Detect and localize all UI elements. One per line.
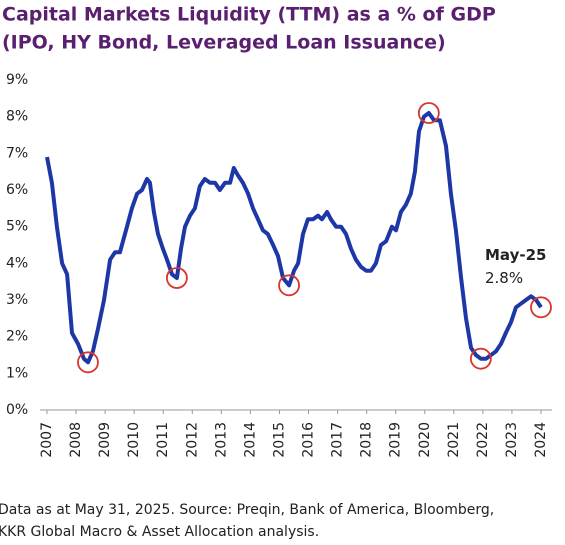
x-tick-label: 2022: [475, 422, 491, 458]
x-tick-label: 2010: [126, 422, 142, 458]
highlight-circle: [165, 267, 188, 289]
x-tick-label: 2020: [417, 422, 433, 458]
y-tick-label: 1%: [6, 365, 28, 381]
y-tick-label: 3%: [6, 292, 28, 308]
annotation-value: 2.8%: [485, 269, 523, 287]
x-tick-label: 2011: [155, 422, 171, 458]
y-tick-label: 6%: [6, 182, 28, 198]
y-tick-label: 8%: [6, 109, 28, 125]
x-tick-label: 2008: [68, 422, 84, 458]
y-tick-label: 0%: [6, 402, 28, 418]
x-tick-label: 2024: [533, 422, 549, 458]
x-tick-label: 2009: [97, 422, 113, 458]
x-tick-label: 2015: [271, 422, 287, 458]
highlight-circle: [417, 102, 440, 124]
x-tick-label: 2016: [301, 422, 317, 458]
footnote: KKR Global Macro & Asset Allocation anal…: [0, 524, 319, 540]
x-tick-label: 2017: [330, 422, 346, 458]
y-tick-label: 2%: [6, 329, 28, 345]
footnote: Data as at May 31, 2025. Source: Preqin,…: [0, 502, 494, 518]
y-tick-label: 5%: [6, 219, 28, 235]
x-tick-label: 2021: [446, 422, 462, 458]
x-tick-label: 2018: [359, 422, 375, 458]
annotation-title: May-25: [485, 246, 546, 264]
y-tick-label: 4%: [6, 255, 28, 271]
highlight-circle: [530, 296, 552, 319]
data-line: [45, 111, 543, 365]
x-tick-label: 2023: [504, 422, 520, 458]
chart-title: Capital Markets Liquidity (TTM) as a % o…: [2, 4, 496, 26]
highlight-circle: [278, 274, 300, 297]
x-tick-label: 2007: [39, 422, 55, 458]
x-tick-label: 2014: [242, 422, 258, 458]
x-tick-label: 2019: [388, 422, 404, 458]
chart-title: (IPO, HY Bond, Leveraged Loan Issuance): [2, 32, 446, 54]
x-tick-label: 2012: [184, 422, 200, 458]
highlight-circle: [469, 347, 492, 370]
y-tick-label: 9%: [6, 72, 28, 88]
y-tick-label: 7%: [6, 145, 28, 161]
highlight-circle: [77, 351, 99, 374]
x-tick-label: 2013: [213, 422, 229, 458]
